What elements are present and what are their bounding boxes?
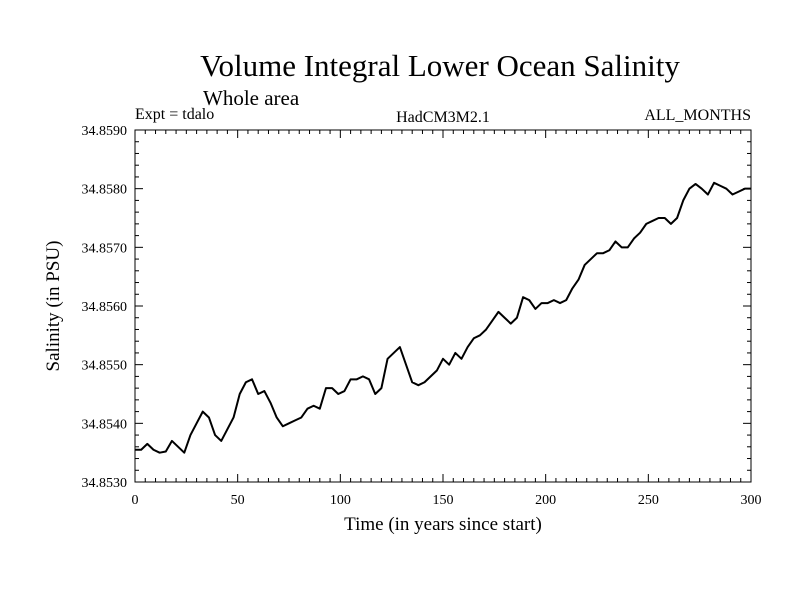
chart-subtitle: Whole area bbox=[203, 86, 300, 110]
model-label: HadCM3M2.1 bbox=[396, 109, 490, 126]
y-tick-label: 34.8570 bbox=[82, 241, 128, 256]
y-tick-label: 34.8590 bbox=[82, 124, 128, 139]
x-tick-label: 250 bbox=[638, 493, 659, 508]
tick-labels: 0 50 100 150 200 250 300 34.8530 34.8540 34.8550 3… bbox=[82, 124, 762, 508]
period-label: ALL_MONTHS bbox=[644, 107, 751, 124]
x-tick-label: 0 bbox=[132, 493, 139, 508]
x-tick-label: 300 bbox=[741, 493, 762, 508]
chart-title: Volume Integral Lower Ocean Salinity bbox=[200, 48, 680, 83]
experiment-label: Expt = tdalo bbox=[135, 106, 214, 123]
x-tick-label: 50 bbox=[231, 493, 245, 508]
y-tick-label: 34.8580 bbox=[82, 183, 128, 198]
plot-frame bbox=[134, 129, 752, 483]
y-tick-label: 34.8560 bbox=[82, 300, 128, 315]
x-axis-label: Time (in years since start) bbox=[344, 514, 542, 535]
x-tick-label: 200 bbox=[535, 493, 556, 508]
y-tick-label: 34.8540 bbox=[82, 417, 128, 432]
series-line-salinity bbox=[135, 181, 751, 454]
y-tick-label: 34.8550 bbox=[82, 359, 128, 374]
y-tick-label: 34.8530 bbox=[82, 476, 128, 491]
y-axis-label: Salinity (in PSU) bbox=[43, 241, 64, 372]
x-tick-label: 100 bbox=[330, 493, 351, 508]
x-tick-label: 150 bbox=[433, 493, 454, 508]
